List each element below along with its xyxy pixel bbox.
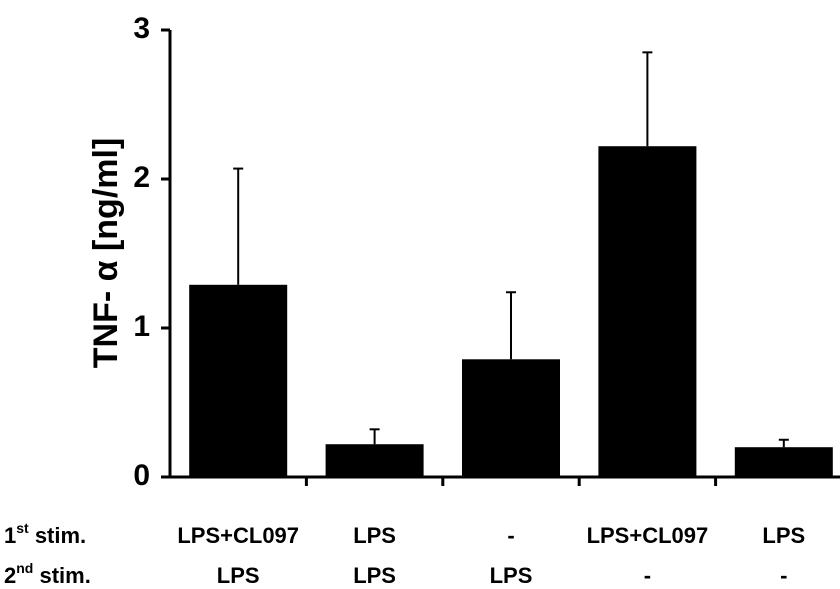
y-ticks: 0 1 2 3	[133, 12, 170, 492]
second-stim-label: LPS	[490, 563, 533, 588]
y-tick-label: 3	[133, 12, 150, 45]
y-tick-label: 0	[133, 459, 150, 492]
first-stim-labels: LPS+CL097 LPS - LPS+CL097 LPS	[177, 523, 805, 548]
bar	[734, 447, 833, 477]
first-stim-label: LPS	[353, 523, 396, 548]
second-stim-label: -	[644, 563, 651, 588]
y-axis-label: TNF- α [ng/ml]	[87, 138, 125, 369]
bar	[325, 444, 424, 477]
bar	[462, 359, 560, 477]
second-stim-labels: LPS LPS LPS - -	[217, 563, 788, 588]
bar	[598, 146, 697, 477]
y-tick-label: 1	[133, 310, 150, 343]
first-stim-label: LPS	[762, 523, 805, 548]
second-stim-label: LPS	[353, 563, 396, 588]
first-stim-label: LPS+CL097	[177, 523, 299, 548]
second-stim-label: -	[780, 563, 787, 588]
second-stim-label: LPS	[217, 563, 260, 588]
bars	[189, 146, 833, 477]
second-stim-row-label: 2nd stim.	[4, 560, 91, 588]
first-stim-label: LPS+CL097	[587, 523, 709, 548]
error-bars	[233, 51, 789, 448]
bar	[189, 284, 288, 477]
first-stim-label: -	[507, 523, 514, 548]
first-stim-row-label: 1st stim.	[4, 520, 86, 548]
y-tick-label: 2	[133, 161, 150, 194]
x-ticks	[304, 477, 718, 486]
